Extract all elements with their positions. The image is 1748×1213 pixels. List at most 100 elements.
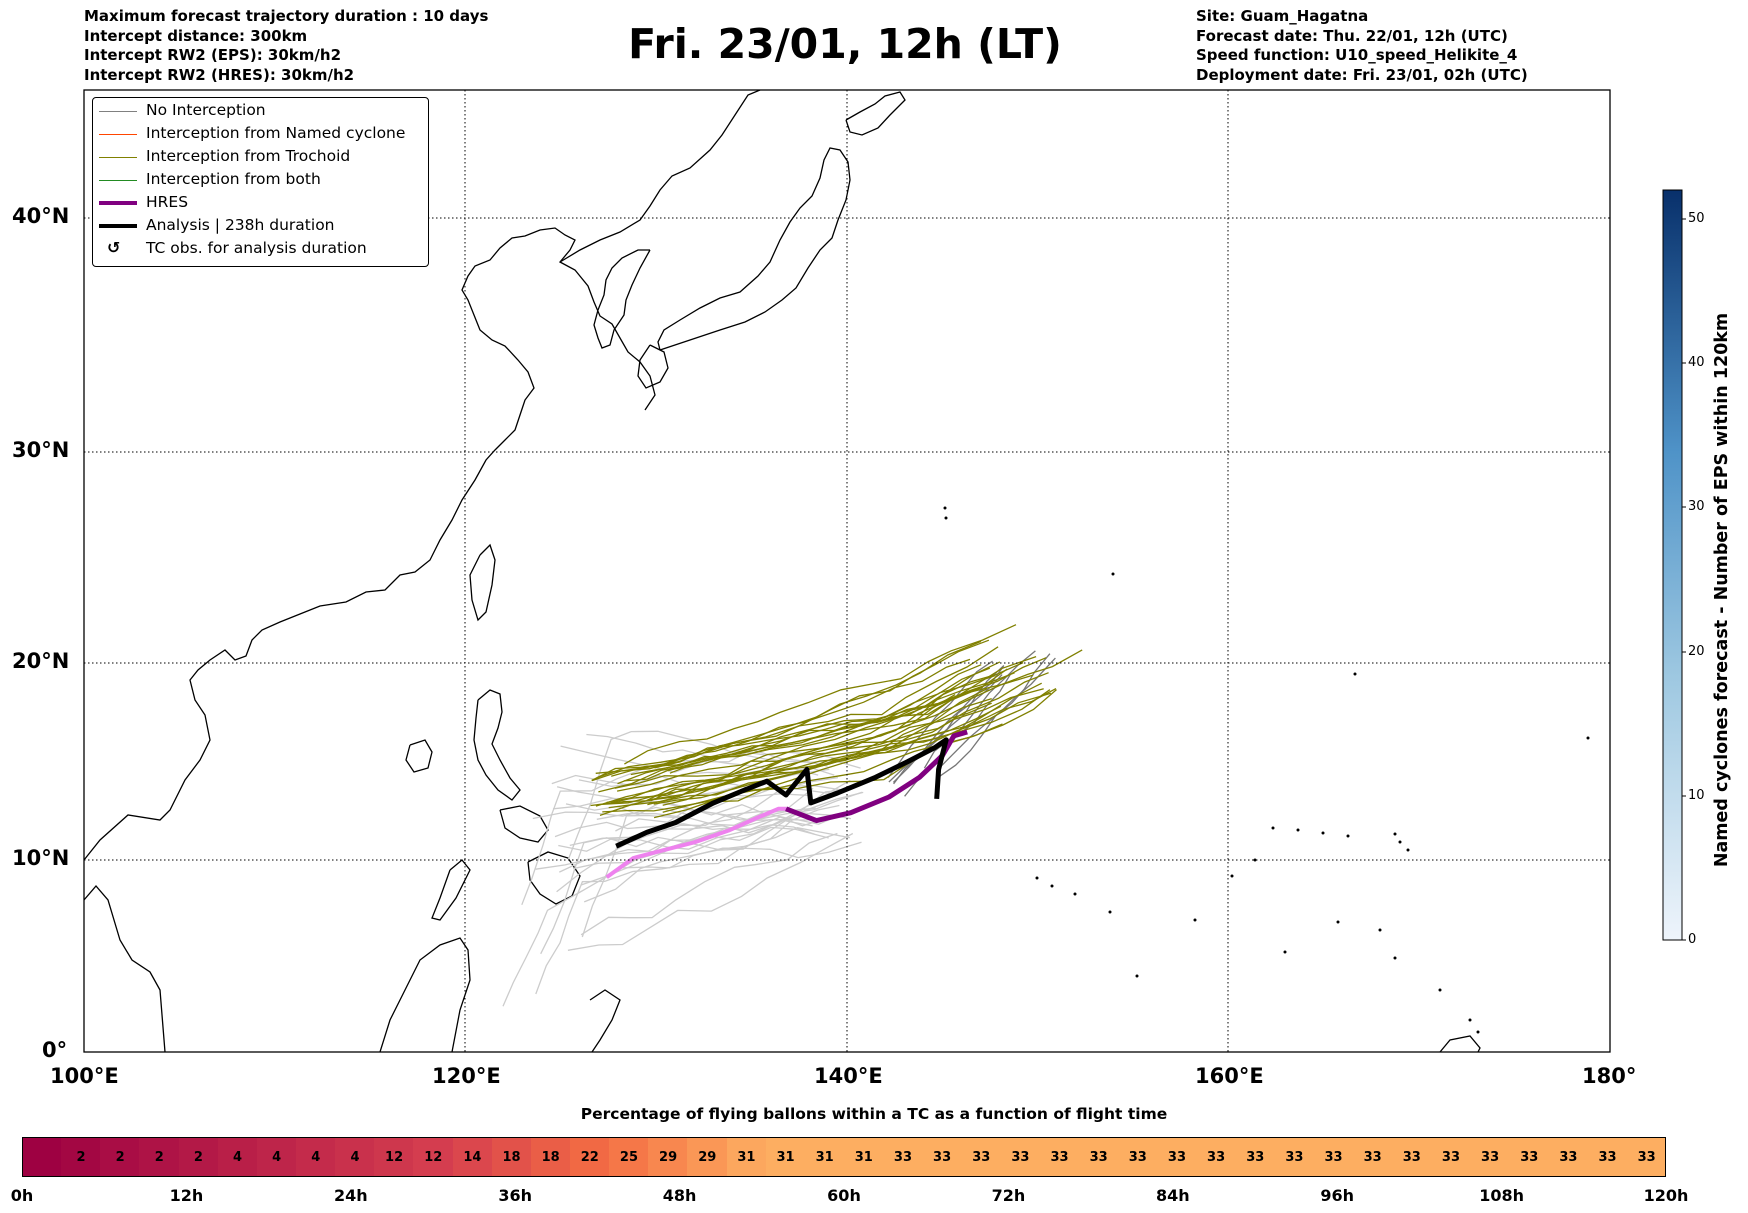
flight-time-cell: 33 [1274, 1137, 1315, 1177]
lat-tick-label: 20°N [12, 649, 70, 673]
coastline-luzon [473, 689, 521, 801]
legend-swatch [99, 224, 137, 228]
flight-time-cell: 33 [1157, 1137, 1197, 1177]
flight-time-cell: 33 [1000, 1137, 1041, 1177]
lat-tick-label: 10°N [12, 846, 70, 870]
legend-label: Interception from Trochoid [146, 147, 351, 165]
legend-item-trochoid: Interception from Trochoid [93, 146, 428, 168]
ensemble-trajectory [610, 674, 996, 804]
coastline-sulawesi [589, 989, 621, 1052]
ensemble-trajectory [892, 666, 1004, 783]
flight-time-cell: 33 [1626, 1137, 1667, 1177]
ensemble-trajectory [651, 672, 1049, 801]
legend-item-analysis: Analysis | 238h duration [93, 215, 428, 237]
flight-time-cell: 2 [139, 1137, 180, 1177]
flight-time-cell: 4 [217, 1137, 258, 1177]
flight-time-tick-label: 108h [1479, 1186, 1524, 1205]
header-right-info: Site: Guam_Hagatna Forecast date: Thu. 2… [1196, 7, 1528, 85]
ensemble-trajectory [887, 660, 993, 778]
trajectories-trochoid-interception [590, 624, 1083, 819]
flight-time-cell: 18 [491, 1137, 532, 1177]
flight-time-cell: 18 [530, 1137, 571, 1177]
flight-time-cell: 22 [570, 1137, 610, 1177]
flight-time-cell: 25 [609, 1137, 649, 1177]
coastline-borneo [379, 937, 471, 1052]
legend-item-tc-obs: ↺ TC obs. for analysis duration [93, 238, 428, 260]
coastline-hainan [405, 739, 433, 773]
ensemble-trajectory [540, 827, 850, 955]
flight-time-cell: 4 [335, 1137, 375, 1177]
flight-time-cell: 33 [1587, 1137, 1628, 1177]
legend-label: Analysis | 238h duration [146, 216, 335, 234]
ensemble-trajectory [580, 832, 838, 936]
coastline-visayas [499, 805, 549, 843]
map-gridlines [84, 90, 1610, 1052]
flight-time-tick-label: 72h [991, 1186, 1026, 1205]
flight-time-cell: 31 [844, 1137, 884, 1177]
flight-time-tick-label: 84h [1155, 1186, 1190, 1205]
flight-time-cell: 33 [1509, 1137, 1550, 1177]
pacific-islands [943, 506, 1590, 1034]
header-left-line: Intercept distance: 300km [84, 26, 308, 45]
lat-tick-label: 30°N [12, 438, 70, 462]
map-frame [83, 89, 1611, 1053]
legend-swatch [99, 201, 137, 205]
flight-time-cell: 33 [961, 1137, 1002, 1177]
flight-time-cell: 33 [1392, 1137, 1432, 1177]
coastline-manchuria [559, 90, 761, 263]
vertical-colorbar-ticks [1682, 218, 1686, 941]
hres-track-early [605, 806, 786, 879]
flight-time-cell: 33 [1313, 1137, 1354, 1177]
cyclone-symbol-icon: ↺ [107, 238, 121, 257]
ensemble-trajectory [611, 668, 1008, 777]
ensemble-trajectory [567, 832, 854, 951]
ensemble-trajectory [616, 674, 1034, 792]
flight-time-cell: 4 [256, 1137, 297, 1177]
header-right-line: Speed function: U10_speed_Helikite_4 [1196, 46, 1518, 64]
header-left-line: Maximum forecast trajectory duration : 1… [84, 7, 489, 25]
map-area [84, 90, 1590, 1052]
header-right-line: Deployment date: Fri. 23/01, 02h (UTC) [1196, 65, 1528, 84]
vertical-colorbar [1662, 189, 1683, 941]
coastline-taiwan [469, 543, 496, 622]
ensemble-trajectory [624, 624, 1017, 765]
flight-time-tick-label: 36h [498, 1186, 533, 1205]
coastline-palawan [431, 859, 471, 921]
flight-time-tick-label: 24h [333, 1186, 368, 1205]
legend-item-named-cyclone: Interception from Named cyclone [93, 123, 428, 145]
flight-time-cell: 31 [726, 1137, 767, 1177]
lat-tick-label: 0° [42, 1038, 68, 1062]
hres-track [785, 729, 968, 824]
flight-time-cell: 12 [374, 1137, 414, 1177]
flight-time-cell: 33 [1118, 1137, 1158, 1177]
flight-time-cell: 31 [765, 1137, 806, 1177]
ensemble-trajectory [630, 662, 1024, 776]
lon-tick-label: 120°E [432, 1064, 501, 1088]
ensemble-trajectory [502, 797, 826, 1007]
legend-item-hres: HRES [93, 192, 428, 214]
flight-time-cell: 33 [1039, 1137, 1080, 1177]
colorbar-tick-label: 40 [1688, 355, 1705, 370]
flight-time-cell: 33 [1431, 1137, 1471, 1177]
colorbar-tick-label: 50 [1688, 211, 1705, 226]
ensemble-trajectory [580, 812, 845, 886]
ensemble-trajectory [615, 791, 863, 832]
flight-time-cell: 33 [883, 1137, 923, 1177]
legend-label: HRES [146, 193, 189, 211]
coastline-korea [593, 249, 651, 349]
flight-time-cell: 33 [1548, 1137, 1589, 1177]
colorbar-tick-label: 0 [1688, 932, 1697, 947]
flight-time-cell: 4 [296, 1137, 336, 1177]
lon-tick-label: 100°E [50, 1064, 119, 1088]
flight-time-cell: 2 [100, 1137, 140, 1177]
flight-time-cell: 33 [922, 1137, 962, 1177]
lon-tick-label: 160°E [1195, 1064, 1264, 1088]
ensemble-trajectory [596, 639, 990, 779]
legend-label: Interception from Named cyclone [146, 124, 406, 142]
flight-time-cell: 12 [413, 1137, 454, 1177]
legend: No Interception Interception from Named … [92, 97, 429, 267]
legend-item-no-interception: No Interception [93, 100, 428, 122]
flight-time-cell [22, 1137, 62, 1177]
lon-tick-label: 140°E [814, 1064, 883, 1088]
